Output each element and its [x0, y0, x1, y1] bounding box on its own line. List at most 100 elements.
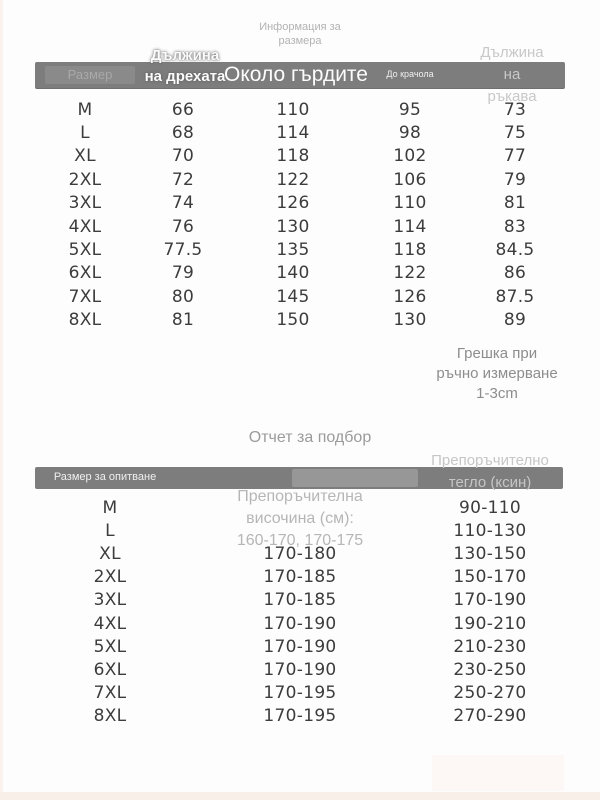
size-cell: 8XL: [93, 706, 127, 727]
header-sleeve-line3: ръкава: [487, 88, 537, 105]
inseam-cell: 126: [393, 286, 427, 307]
size-table: M 66 110 95 73 L 68 114 98 75 XL 70 118 …: [35, 98, 565, 332]
size-cell: 5XL: [93, 636, 127, 657]
weight-cell: 190-210: [453, 613, 527, 634]
fit-report-title: Отчет за подбор: [248, 429, 372, 446]
fit-table: M 90-110 L 110-130 XL 170-180 130-150 2X…: [35, 496, 565, 728]
chest-cell: 110: [276, 99, 310, 120]
sleeve-cell: 77: [503, 146, 527, 167]
height-cell: 170-190: [263, 659, 337, 680]
garment-length-cell: 66: [171, 99, 195, 120]
table-row: 2XL 170-185 150-170: [35, 566, 565, 589]
size-cell: 3XL: [93, 590, 127, 611]
table-row: 3XL 74 126 110 81: [35, 192, 565, 215]
table-row: XL 170-180 130-150: [35, 542, 565, 565]
weight-cell: 130-150: [453, 543, 527, 564]
size-cell: M: [77, 99, 93, 120]
chest-cell: 145: [276, 286, 310, 307]
table-row: XL 70 118 102 77: [35, 145, 565, 168]
table-row: 7XL 80 145 126 87.5: [35, 285, 565, 308]
header-inseam-label: До крачола: [386, 69, 434, 79]
chest-cell: 130: [276, 216, 310, 237]
garment-length-cell: 79: [171, 263, 195, 284]
weight-label-line1: Препоръчително: [431, 452, 549, 469]
weight-cell: 170-190: [453, 590, 527, 611]
size-cell: L: [80, 123, 90, 144]
height-label-line3: 160-170, 170-175: [236, 532, 364, 549]
table-row: M 66 110 95 73: [35, 98, 565, 121]
size-cell: M: [102, 497, 118, 518]
note-line1: Грешка при: [456, 345, 538, 362]
inseam-cell: 95: [398, 99, 422, 120]
header-sleeve-line1: Дължина: [480, 44, 544, 61]
header-sleeve-line2: на: [503, 66, 521, 83]
chest-cell: 150: [276, 310, 310, 331]
chest-cell: 118: [276, 146, 310, 167]
table-row: 8XL 170-195 270-290: [35, 705, 565, 728]
header-size-label: Размер: [45, 66, 135, 84]
sleeve-cell: 86: [503, 263, 527, 284]
size-cell: 7XL: [68, 286, 102, 307]
height-cell: 170-195: [263, 706, 337, 727]
inseam-cell: 114: [393, 216, 427, 237]
size-cell: XL: [74, 146, 96, 167]
table-row: L 110-130: [35, 519, 565, 542]
sleeve-cell: 81: [503, 193, 527, 214]
header-sleeve-label: Дължина на ръкава: [462, 42, 562, 108]
bottom-edge-strip: [0, 792, 600, 800]
measurement-error-note: Грешка при ръчно измерване 1-3cm: [402, 344, 592, 404]
inseam-cell: 118: [393, 240, 427, 261]
size-cell: 8XL: [68, 310, 102, 331]
table-row: 5XL 170-190 210-230: [35, 635, 565, 658]
size-info-title-line2: размера: [278, 35, 322, 47]
sleeve-cell: 83: [503, 216, 527, 237]
weight-cell: 90-110: [458, 497, 521, 518]
height-cell: 170-190: [263, 636, 337, 657]
height-label-line2: височина (см):: [246, 510, 354, 527]
table-row: 6XL 79 140 122 86: [35, 262, 565, 285]
garment-length-cell: 80: [171, 286, 195, 307]
inseam-cell: 110: [393, 193, 427, 214]
table-row: M 90-110: [35, 496, 565, 519]
chest-cell: 140: [276, 263, 310, 284]
chest-cell: 122: [276, 169, 310, 190]
table-row: 5XL 77.5 135 118 84.5: [35, 238, 565, 261]
size-cell: 2XL: [68, 169, 102, 190]
height-cell: 170-180: [263, 543, 337, 564]
sleeve-cell: 84.5: [495, 240, 535, 261]
size-info-title: Информация за размера: [230, 20, 370, 48]
sleeve-cell: 79: [503, 169, 527, 190]
table-row: 4XL 170-190 190-210: [35, 612, 565, 635]
garment-length-cell: 77.5: [163, 240, 203, 261]
size-cell: 2XL: [93, 567, 127, 588]
size-cell: 6XL: [93, 659, 127, 680]
note-line2: ръчно измерване: [436, 365, 558, 382]
table-row: L 68 114 98 75: [35, 121, 565, 144]
garment-length-cell: 70: [171, 146, 195, 167]
height-cell: 170-190: [263, 613, 337, 634]
inseam-cell: 130: [393, 310, 427, 331]
weight-label-line2: тегло (ксин): [448, 474, 532, 491]
faint-overlay-box: [432, 755, 564, 791]
size-cell: 4XL: [93, 613, 127, 634]
height-cell: 170-195: [263, 683, 337, 704]
note-line3: 1-3cm: [476, 385, 518, 402]
weight-cell: 210-230: [453, 636, 527, 657]
chest-cell: 135: [276, 240, 310, 261]
garment-length-cell: 76: [171, 216, 195, 237]
height-cell: 170-185: [263, 590, 337, 611]
height-label-line1: Препоръчителна: [237, 488, 363, 505]
table-row: 7XL 170-195 250-270: [35, 682, 565, 705]
sleeve-cell: 89: [503, 310, 527, 331]
chest-cell: 126: [276, 193, 310, 214]
size-info-title-line1: Информация за: [259, 21, 341, 33]
header-fitting-size-label: Размер за опитване: [53, 471, 157, 483]
weight-cell: 110-130: [453, 520, 527, 541]
inseam-cell: 106: [393, 169, 427, 190]
chest-cell: 114: [276, 123, 310, 144]
table-row: 4XL 76 130 114 83: [35, 215, 565, 238]
header-garment-length-line2: на дрехата: [144, 68, 226, 85]
size-cell: 3XL: [68, 193, 102, 214]
header-recommended-height-label: Препоръчителна височина (см): 160-170, 1…: [180, 486, 420, 552]
